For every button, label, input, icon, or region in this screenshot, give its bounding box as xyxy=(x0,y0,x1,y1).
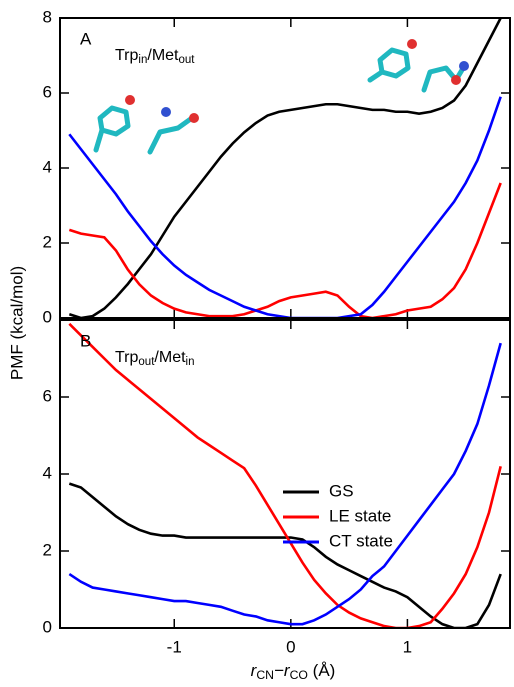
label-part: /Met xyxy=(147,47,179,64)
subscript: out xyxy=(179,54,196,66)
label-part: Trp xyxy=(115,349,139,366)
label: Trpout/Metin xyxy=(115,349,195,367)
y-tick-label: 8 xyxy=(43,7,52,26)
y-axis-label: PMF (kcal/mol) xyxy=(7,266,26,380)
label-part: /Met xyxy=(154,349,186,366)
y-tick-label: 4 xyxy=(43,157,52,176)
y-tick-label: 2 xyxy=(43,540,52,559)
y-tick-label: 2 xyxy=(43,232,52,251)
subscript: out xyxy=(138,356,155,368)
label: rCN−rCO (Å) xyxy=(251,661,336,681)
subscript: CN xyxy=(256,668,274,682)
molecule-b xyxy=(370,39,469,90)
x-tick-label: 0 xyxy=(286,637,295,656)
subscript: CO xyxy=(290,668,308,682)
y-tick-label: 0 xyxy=(43,617,52,636)
label: Trpin/Metout xyxy=(115,47,195,65)
panel-label: A xyxy=(80,29,92,48)
x-tick-label: -1 xyxy=(167,637,182,656)
y-tick-label: 0 xyxy=(43,307,52,326)
legend-label: LE state xyxy=(329,506,391,525)
legend-label: GS xyxy=(329,481,354,500)
line xyxy=(69,324,500,628)
y-tick-label: 4 xyxy=(43,463,52,482)
line xyxy=(69,97,500,318)
label-part: −r xyxy=(274,661,291,680)
label-part: Trp xyxy=(115,47,139,64)
y-tick-label: 6 xyxy=(43,386,52,405)
subscript: in xyxy=(138,54,147,66)
subscript: in xyxy=(186,356,195,368)
label-part: (Å) xyxy=(308,661,335,680)
molecule-a xyxy=(96,95,199,152)
line xyxy=(69,484,500,628)
line xyxy=(69,183,500,318)
chart: 02468ATrpin/MetoutPMF (kcal/mol)0246-101… xyxy=(0,0,514,687)
panel-label: B xyxy=(80,331,91,350)
y-tick-label: 6 xyxy=(43,82,52,101)
x-tick-label: 1 xyxy=(403,637,412,656)
legend-label: CT state xyxy=(329,531,393,550)
